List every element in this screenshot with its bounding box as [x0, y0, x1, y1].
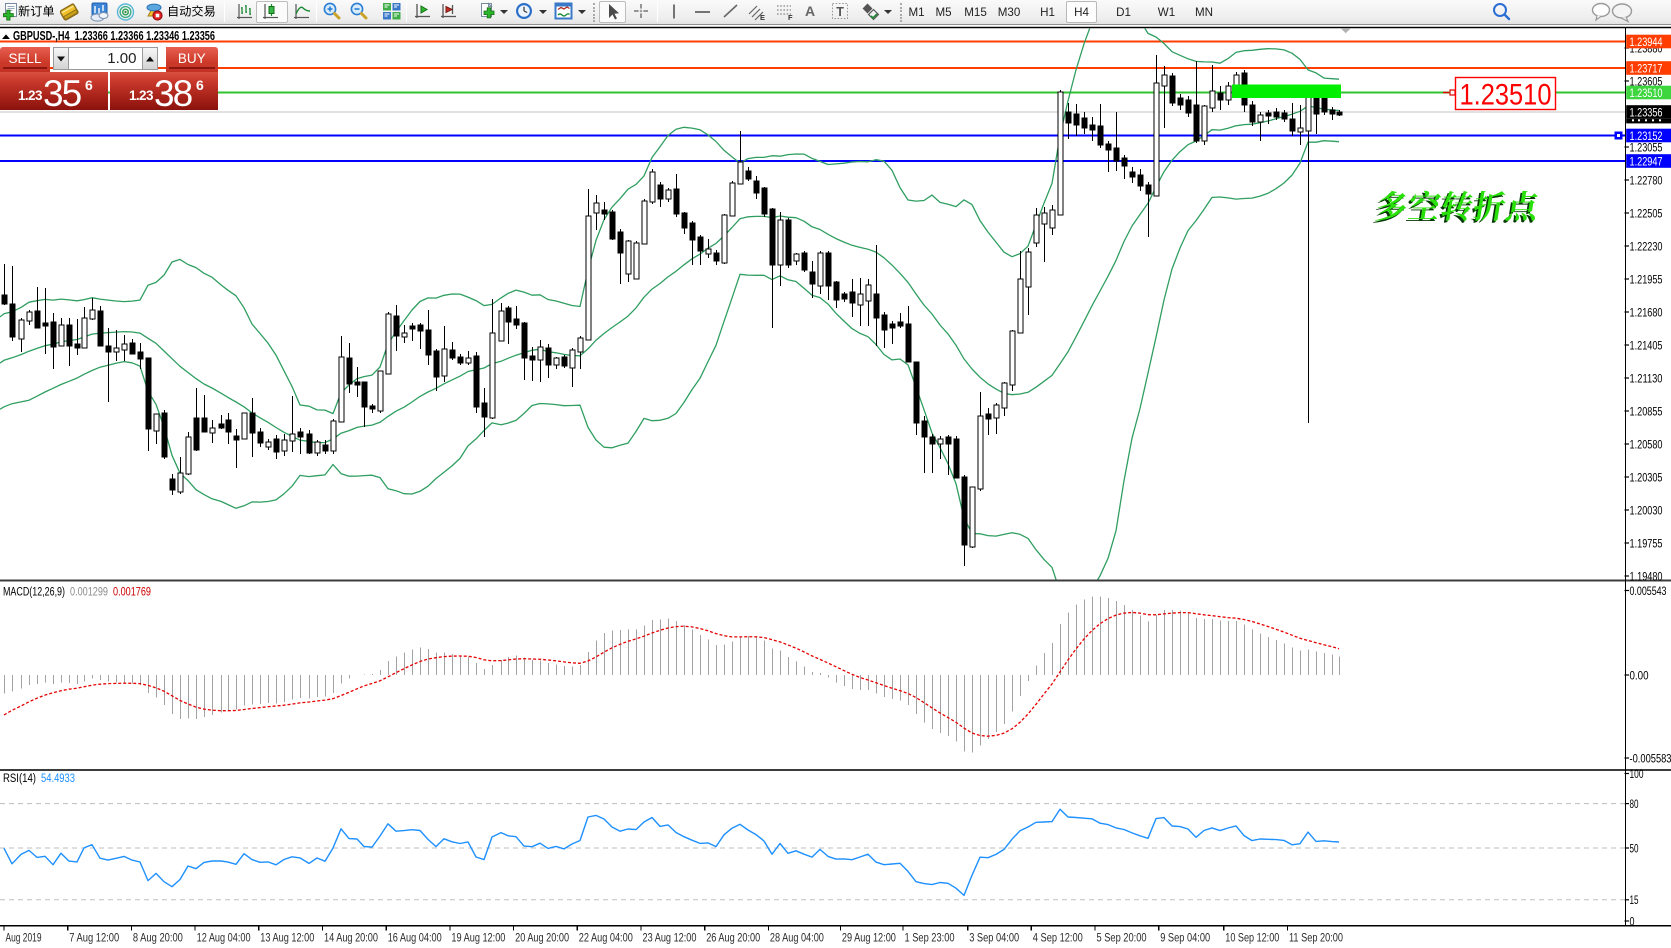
- svg-text:50: 50: [1630, 841, 1639, 855]
- svg-text:1.21130: 1.21130: [1630, 371, 1663, 385]
- svg-text:1.23356: 1.23356: [1630, 105, 1663, 119]
- svg-text:Aug 2019: Aug 2019: [6, 931, 42, 945]
- svg-text:GBPUSD-,H4 1.23366 1.23366 1.: GBPUSD-,H4 1.23366 1.23366 1.23346 1.233…: [13, 28, 215, 43]
- svg-text:10 Sep 12:00: 10 Sep 12:00: [1225, 931, 1279, 945]
- svg-text:MACD(12,26,9): MACD(12,26,9): [3, 585, 65, 599]
- svg-text:80: 80: [1630, 797, 1639, 811]
- svg-text:100: 100: [1630, 767, 1644, 781]
- svg-text:1.21405: 1.21405: [1630, 338, 1663, 352]
- svg-text:1.22947: 1.22947: [1630, 154, 1663, 168]
- svg-text:1.23605: 1.23605: [1630, 74, 1663, 88]
- svg-text:1.20305: 1.20305: [1630, 470, 1663, 484]
- svg-text:1.20030: 1.20030: [1630, 503, 1663, 517]
- svg-text:13 Aug 12:00: 13 Aug 12:00: [260, 931, 314, 945]
- svg-text:15: 15: [1630, 893, 1639, 907]
- svg-text:1 Sep 23:00: 1 Sep 23:00: [905, 931, 955, 945]
- svg-text:1.23944: 1.23944: [1630, 35, 1663, 49]
- svg-text:1.22505: 1.22505: [1630, 206, 1663, 220]
- svg-text:5 Sep 20:00: 5 Sep 20:00: [1097, 931, 1147, 945]
- svg-text:4 Sep 12:00: 4 Sep 12:00: [1033, 931, 1083, 945]
- svg-text:RSI(14): RSI(14): [3, 771, 36, 785]
- svg-text:0.001769: 0.001769: [113, 585, 151, 599]
- svg-text:23 Aug 12:00: 23 Aug 12:00: [643, 931, 697, 945]
- svg-text:0: 0: [1630, 914, 1635, 928]
- svg-text:20 Aug 20:00: 20 Aug 20:00: [515, 931, 569, 945]
- svg-text:1.22230: 1.22230: [1630, 239, 1663, 253]
- svg-text:0.00: 0.00: [1630, 668, 1649, 682]
- svg-text:1.21680: 1.21680: [1630, 305, 1663, 319]
- svg-text:-0.005583: -0.005583: [1630, 751, 1671, 765]
- svg-text:14 Aug 20:00: 14 Aug 20:00: [324, 931, 378, 945]
- svg-text:8 Aug 20:00: 8 Aug 20:00: [133, 931, 183, 945]
- svg-text:16 Aug 04:00: 16 Aug 04:00: [388, 931, 442, 945]
- svg-text:1.23717: 1.23717: [1630, 61, 1663, 75]
- svg-text:26 Aug 20:00: 26 Aug 20:00: [706, 931, 760, 945]
- svg-text:0.005543: 0.005543: [1630, 584, 1667, 598]
- svg-text:1.19755: 1.19755: [1630, 536, 1663, 550]
- svg-text:22 Aug 04:00: 22 Aug 04:00: [579, 931, 633, 945]
- svg-text:28 Aug 04:00: 28 Aug 04:00: [770, 931, 824, 945]
- svg-text:1.20580: 1.20580: [1630, 437, 1663, 451]
- svg-text:1.23510: 1.23510: [1630, 86, 1663, 100]
- svg-text:T: T: [836, 5, 844, 19]
- svg-text:1.20855: 1.20855: [1630, 404, 1663, 418]
- svg-text:54.4933: 54.4933: [41, 771, 75, 785]
- svg-text:29 Aug 12:00: 29 Aug 12:00: [842, 931, 896, 945]
- svg-text:1.23152: 1.23152: [1630, 129, 1663, 143]
- svg-text:19 Aug 12:00: 19 Aug 12:00: [451, 931, 505, 945]
- svg-text:11 Sep 20:00: 11 Sep 20:00: [1289, 931, 1343, 945]
- svg-text:9 Sep 04:00: 9 Sep 04:00: [1160, 931, 1210, 945]
- svg-text:12 Aug 04:00: 12 Aug 04:00: [197, 931, 251, 945]
- svg-text:1.23510: 1.23510: [1460, 78, 1552, 111]
- svg-text:1.23055: 1.23055: [1630, 140, 1663, 154]
- svg-text:F: F: [788, 13, 793, 22]
- svg-text:3 Sep 04:00: 3 Sep 04:00: [969, 931, 1019, 945]
- svg-text:1.21955: 1.21955: [1630, 272, 1663, 286]
- svg-text:0.001299: 0.001299: [70, 585, 108, 599]
- svg-text:1.22780: 1.22780: [1630, 173, 1663, 187]
- svg-text:7 Aug 12:00: 7 Aug 12:00: [69, 931, 119, 945]
- svg-text:E: E: [760, 13, 765, 22]
- svg-text:1.19480: 1.19480: [1630, 569, 1663, 583]
